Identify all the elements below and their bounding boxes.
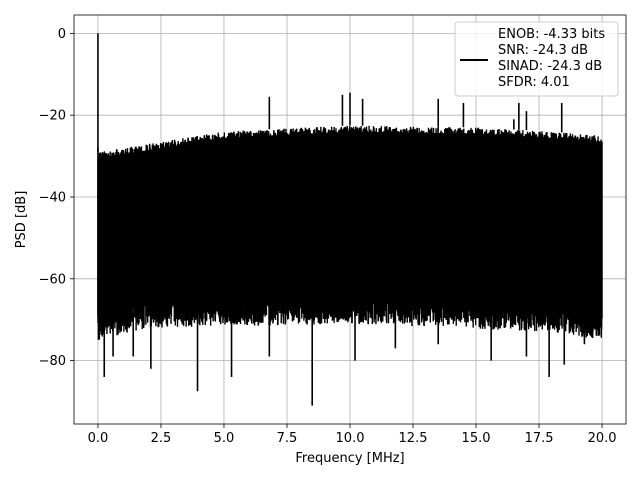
x-ticks: 0.0 2.5 5.0 7.5 10.0 12.5 15.0 17.5 20.0 — [88, 424, 617, 446]
y-tick-label: −20 — [39, 109, 66, 124]
x-tick-label: 20.0 — [588, 431, 617, 446]
x-tick-label: 0.0 — [88, 431, 109, 446]
psd-band-core — [97, 131, 603, 312]
legend-box — [454, 21, 619, 97]
legend: ENOB: -4.33 bits SNR: -24.3 dB SINAD: -2… — [454, 21, 619, 97]
x-tick-label: 10.0 — [336, 431, 365, 446]
y-tick-label: −60 — [39, 272, 66, 287]
noise-band — [97, 125, 603, 340]
y-axis-label: PSD [dB] — [14, 191, 29, 249]
x-tick-label: 2.5 — [151, 431, 172, 446]
x-tick-label: 5.0 — [214, 431, 235, 446]
y-ticks: 0 −20 −40 −60 −80 — [39, 27, 74, 369]
x-tick-label: 7.5 — [277, 431, 298, 446]
x-tick-label: 15.0 — [462, 431, 491, 446]
x-axis-label: Frequency [MHz] — [295, 451, 404, 466]
legend-sfdr: SFDR: 4.01 — [498, 75, 570, 90]
plot-area — [97, 33, 603, 406]
y-tick-label: 0 — [58, 27, 66, 42]
spike-lines — [97, 33, 586, 406]
legend-enob: ENOB: -4.33 bits — [498, 27, 605, 42]
x-tick-label: 12.5 — [399, 431, 428, 446]
legend-snr: SNR: -24.3 dB — [498, 43, 588, 58]
y-tick-label: −80 — [39, 354, 66, 369]
y-tick-label: −40 — [39, 191, 66, 206]
x-tick-label: 17.5 — [525, 431, 554, 446]
legend-sinad: SINAD: -24.3 dB — [498, 59, 602, 74]
